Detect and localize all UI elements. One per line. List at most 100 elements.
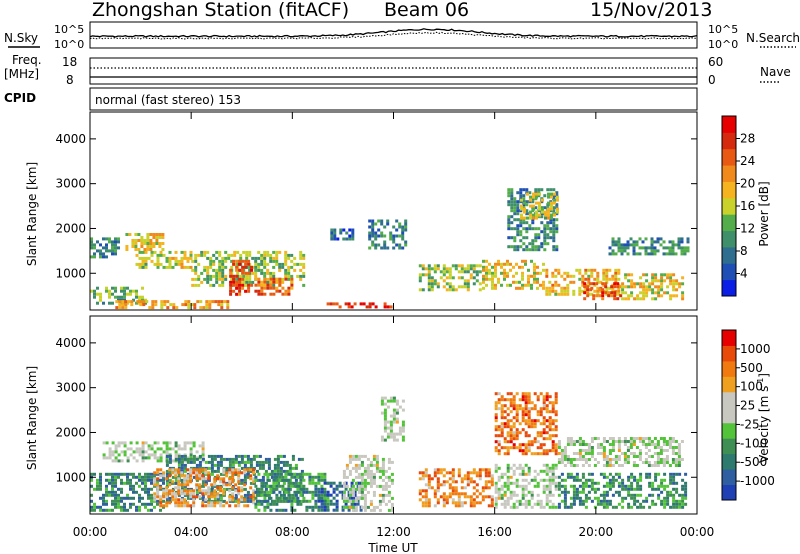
heatmap-cell [231, 487, 235, 491]
heatmap-cell [93, 243, 96, 247]
heatmap-cell [387, 460, 391, 464]
heatmap-cell [644, 458, 648, 461]
heatmap-cell [198, 495, 202, 499]
heatmap-cell [186, 474, 190, 478]
heatmap-cell [389, 414, 393, 418]
heatmap-cell [237, 492, 241, 496]
heatmap-cell [114, 459, 118, 463]
heatmap-cell [208, 306, 212, 310]
heatmap-cell [111, 490, 114, 494]
heatmap-cell [252, 454, 256, 458]
heatmap-cell [150, 444, 154, 448]
heatmap-cell [551, 463, 555, 467]
heatmap-cell [255, 469, 259, 473]
heatmap-cell [177, 447, 181, 451]
heatmap-cell [427, 282, 431, 286]
heatmap-cell [512, 505, 516, 509]
heatmap-cell [666, 484, 670, 488]
heatmap-cell [578, 478, 582, 482]
heatmap-cell [548, 286, 552, 290]
heatmap-cell [424, 504, 428, 508]
heatmap-cell [108, 508, 111, 512]
heatmap-cell [581, 475, 585, 479]
heatmap-cell [247, 259, 251, 263]
heatmap-cell [663, 505, 667, 509]
heatmap-cell [584, 449, 588, 452]
heatmap-cell [225, 474, 229, 478]
heatmap-cell [213, 501, 217, 505]
heatmap-cell [513, 227, 517, 231]
heatmap-cell [374, 231, 378, 235]
heatmap-cell [686, 240, 690, 244]
heatmap-cell [497, 392, 501, 396]
heatmap-cell [171, 492, 175, 496]
heatmap-cell [519, 194, 523, 198]
heatmap-cell [560, 449, 564, 452]
heatmap-cell [302, 271, 306, 275]
heatmap-cell [581, 277, 585, 281]
heatmap-cell [156, 441, 160, 445]
heatmap-cell [448, 495, 452, 499]
heatmap-cell [227, 256, 231, 260]
heatmap-cell [540, 242, 544, 246]
heatmap-cell [681, 499, 685, 503]
heatmap-cell [599, 502, 603, 506]
heatmap-cell [506, 469, 510, 473]
heatmap-cell [287, 499, 291, 503]
heatmap-cell [239, 274, 243, 278]
heatmap-cell [252, 495, 256, 499]
heatmap-cell [305, 487, 309, 491]
heatmap-cell [602, 268, 606, 272]
heatmap-cell [389, 234, 393, 238]
heatmap-cell [610, 285, 614, 289]
heatmap-cell [494, 446, 498, 450]
heatmap-cell [515, 493, 519, 497]
heatmap-cell [207, 471, 211, 475]
heatmap-cell [198, 454, 202, 458]
heatmap-cell [111, 484, 114, 488]
heatmap-cell [641, 437, 645, 440]
heatmap-cell [518, 398, 522, 402]
heatmap-cell [510, 200, 514, 204]
heatmap-cell [174, 481, 178, 485]
heatmap-cell [533, 452, 537, 456]
heatmap-cell [105, 289, 108, 293]
heatmap-cell [442, 504, 446, 508]
heatmap-cell [546, 224, 550, 228]
heatmap-cell [427, 279, 431, 283]
heatmap-cell [533, 280, 536, 284]
heatmap-cell [663, 499, 667, 503]
heatmap-cell [500, 398, 504, 402]
heatmap-cell [648, 288, 652, 292]
heatmap-cell [153, 262, 157, 266]
heatmap-cell [132, 475, 135, 479]
heatmap-cell [550, 213, 553, 217]
heatmap-cell [518, 443, 522, 447]
heatmap-cell [563, 502, 567, 506]
heatmap-cell [246, 499, 250, 503]
heatmap-cell [368, 237, 372, 241]
heatmap-cell [392, 240, 396, 244]
heatmap-cell [229, 292, 233, 296]
heatmap-cell [90, 484, 93, 488]
heatmap-cell [563, 496, 567, 500]
heatmap-cell [326, 302, 330, 306]
heatmap-cell [538, 204, 541, 208]
heatmap-cell [500, 416, 504, 420]
heatmap-cell [602, 449, 606, 452]
heatmap-cell [260, 253, 264, 257]
heatmap-cell [630, 487, 634, 491]
heatmap-cell [686, 237, 690, 241]
heatmap-cell [150, 496, 153, 500]
heatmap-cell [516, 245, 520, 249]
heatmap-cell [532, 204, 535, 208]
heatmap-cell [642, 294, 646, 298]
heatmap-cell [272, 292, 276, 296]
heatmap-cell [617, 437, 621, 440]
heatmap-cell [218, 271, 222, 275]
heatmap-cell [627, 294, 631, 298]
heatmap-cell [171, 475, 175, 479]
heatmap-cell [218, 274, 222, 278]
heatmap-cell [669, 294, 673, 298]
heatmap-cell [430, 477, 434, 481]
